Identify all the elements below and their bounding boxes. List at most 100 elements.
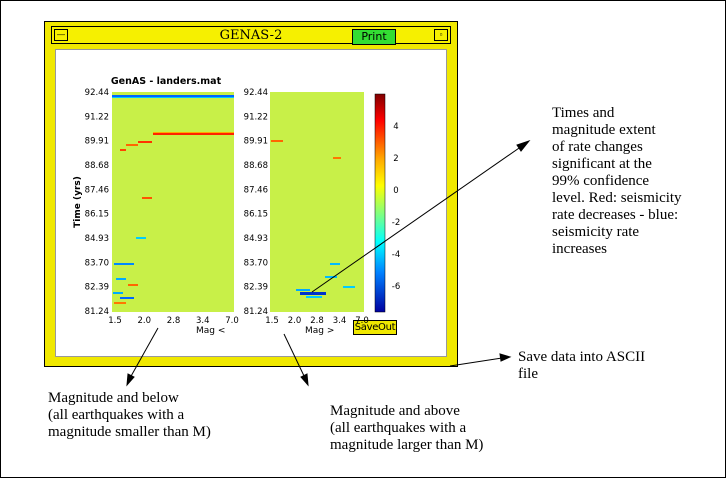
save-out-button[interactable]: SaveOut <box>353 320 397 335</box>
red-mark <box>126 144 138 146</box>
right-y-ticks: 92.44 91.22 89.91 88.68 87.46 86.15 84.93 83.70… <box>244 88 268 317</box>
annotation-line: Magnitude and above <box>330 403 460 419</box>
annotation-line: level. Red: seismicity <box>552 190 682 206</box>
annotation-line: Save data into ASCII <box>518 349 646 365</box>
left-heatmap-features <box>112 95 234 304</box>
y-tick-label: 81.24 <box>85 307 109 317</box>
square-icon[interactable]: ▫ <box>434 29 448 41</box>
annotation-save-data: Save data into ASCII file <box>518 349 645 383</box>
colorbar-tick-label: 2 <box>393 154 398 164</box>
left-y-ticks: 92.44 91.22 89.91 88.68 87.46 86.15 84.93 83.70… <box>85 88 109 317</box>
arrow-save-data <box>449 357 503 367</box>
minus-icon[interactable]: — <box>54 29 68 41</box>
arrowhead <box>300 373 309 387</box>
annotation-mag-above: Magnitude and above (all earthquakes wit… <box>330 403 483 454</box>
colorbar-tick-label: -6 <box>392 282 400 292</box>
annotation-line: file <box>518 366 538 382</box>
left-x-axis-label: Mag < <box>196 326 225 336</box>
red-mark <box>142 197 152 199</box>
y-tick-label: 87.46 <box>85 185 109 195</box>
annotation-line: Times and <box>552 105 615 121</box>
x-tick-label: 7.0 <box>355 316 369 326</box>
colorbar <box>374 93 386 313</box>
arrow-mag-below <box>129 327 159 379</box>
blue-band <box>112 97 234 98</box>
arrow-mag-above <box>283 333 306 379</box>
x-tick-label: 1.5 <box>265 316 279 326</box>
left-heatmap <box>112 92 234 312</box>
right-heatmap-features <box>271 140 355 298</box>
red-mark <box>271 140 283 142</box>
blue-mark <box>120 297 134 299</box>
arrowhead <box>499 353 512 362</box>
blue-mark <box>116 278 126 280</box>
colorbar-ticks: 4 2 0 -2 -4 -6 <box>392 122 400 292</box>
blue-mark <box>343 286 355 288</box>
right-x-ticks: 1.5 2.0 2.8 3.4 7.0 <box>265 316 369 326</box>
y-tick-label: 89.91 <box>244 137 268 147</box>
blue-band <box>112 95 234 98</box>
red-band <box>153 133 234 135</box>
blue-mark <box>113 292 123 294</box>
window-title: GENAS-2 <box>219 28 283 43</box>
x-tick-label: 2.0 <box>137 316 151 326</box>
colorbar-tick-label: 4 <box>393 122 398 132</box>
blue-mark <box>325 276 337 278</box>
colorbar-tick-label: -2 <box>392 218 400 228</box>
window-titlebar[interactable]: — GENAS-2 ▫ <box>51 26 451 44</box>
plot-title: GenAS - landers.mat <box>111 76 222 87</box>
annotation-line: (all earthquakes with a <box>48 407 185 423</box>
x-tick-label: 2.0 <box>288 316 302 326</box>
y-tick-label: 87.46 <box>244 185 268 195</box>
red-mark <box>114 302 126 304</box>
annotation-line: 99% confidence <box>552 173 650 189</box>
blue-mark <box>114 263 134 265</box>
blue-mark <box>330 263 340 265</box>
x-tick-label: 7.0 <box>225 316 239 326</box>
y-tick-label: 88.68 <box>85 161 109 171</box>
x-tick-label: 2.8 <box>310 316 324 326</box>
arrowhead <box>126 373 135 387</box>
y-axis-label: Time (yrs) <box>73 176 83 228</box>
blue-mark <box>306 296 322 298</box>
y-tick-label: 81.24 <box>244 307 268 317</box>
y-tick-label: 89.91 <box>85 137 109 147</box>
colorbar-tick-label: 0 <box>393 186 398 196</box>
annotation-line: (all earthquakes with a <box>330 420 467 436</box>
y-tick-label: 84.93 <box>85 234 109 244</box>
y-tick-label: 83.70 <box>244 258 268 268</box>
y-tick-label: 82.39 <box>85 283 109 293</box>
annotation-line: of rate changes <box>552 139 643 155</box>
x-tick-label: 3.4 <box>196 316 210 326</box>
blue-mark <box>296 289 310 291</box>
red-mark <box>120 149 126 151</box>
y-tick-label: 91.22 <box>244 112 268 122</box>
y-tick-label: 84.93 <box>244 234 268 244</box>
annotation-arrows <box>126 139 531 387</box>
annotation-rate-changes: Times and magnitude extent of rate chang… <box>552 105 682 258</box>
left-x-ticks: 1.5 2.0 2.8 3.4 7.0 <box>108 316 239 326</box>
arrow-rate-changes <box>311 145 523 293</box>
red-band <box>153 132 234 133</box>
annotation-line: magnitude larger than M) <box>330 437 484 453</box>
right-heatmap <box>270 92 364 312</box>
red-mark <box>128 284 138 286</box>
y-tick-label: 88.68 <box>244 161 268 171</box>
x-tick-label: 1.5 <box>108 316 122 326</box>
colorbar-tick-label: -4 <box>392 250 400 260</box>
print-button[interactable]: Print <box>352 29 396 45</box>
annotation-mag-below: Magnitude and below (all earthquakes wit… <box>48 390 211 441</box>
x-tick-label: 2.8 <box>167 316 181 326</box>
y-tick-label: 92.44 <box>85 88 109 98</box>
annotation-line: rate decreases - blue: <box>552 207 679 223</box>
y-tick-label: 82.39 <box>244 283 268 293</box>
annotation-line: magnitude extent <box>552 122 656 138</box>
arrowhead <box>516 139 531 152</box>
y-tick-label: 86.15 <box>85 210 109 220</box>
y-tick-label: 92.44 <box>244 88 268 98</box>
y-tick-label: 91.22 <box>85 112 109 122</box>
annotation-line: increases <box>552 241 607 257</box>
right-x-axis-label: Mag > <box>305 326 334 336</box>
red-mark <box>333 157 341 159</box>
